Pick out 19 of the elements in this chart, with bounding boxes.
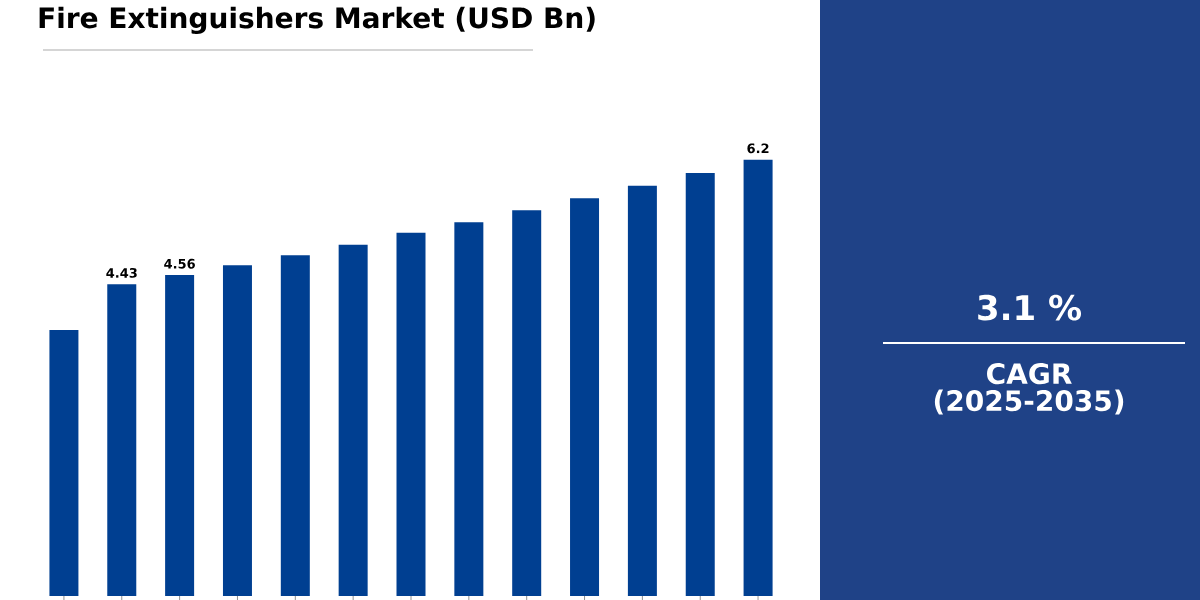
bar (685, 173, 715, 596)
bar (49, 329, 79, 596)
data-label: 4.43 (106, 268, 137, 278)
bar (222, 265, 252, 596)
text: 3.1 % (978, 294, 1082, 321)
chart-title: Fire Extinguishers Market (USD Bn) (39, 6, 595, 35)
bar (743, 159, 773, 596)
data-label: 6.2 (747, 143, 769, 154)
bar (627, 185, 657, 596)
bar (570, 198, 600, 596)
bar (107, 284, 137, 596)
bar (280, 255, 310, 596)
bar (165, 275, 195, 596)
text: CAGR (2025-2035) (934, 363, 1124, 415)
bar (338, 244, 368, 596)
bar (396, 232, 426, 596)
data-label: 4.56 (164, 258, 195, 269)
bar (454, 222, 484, 596)
bar (512, 210, 542, 596)
